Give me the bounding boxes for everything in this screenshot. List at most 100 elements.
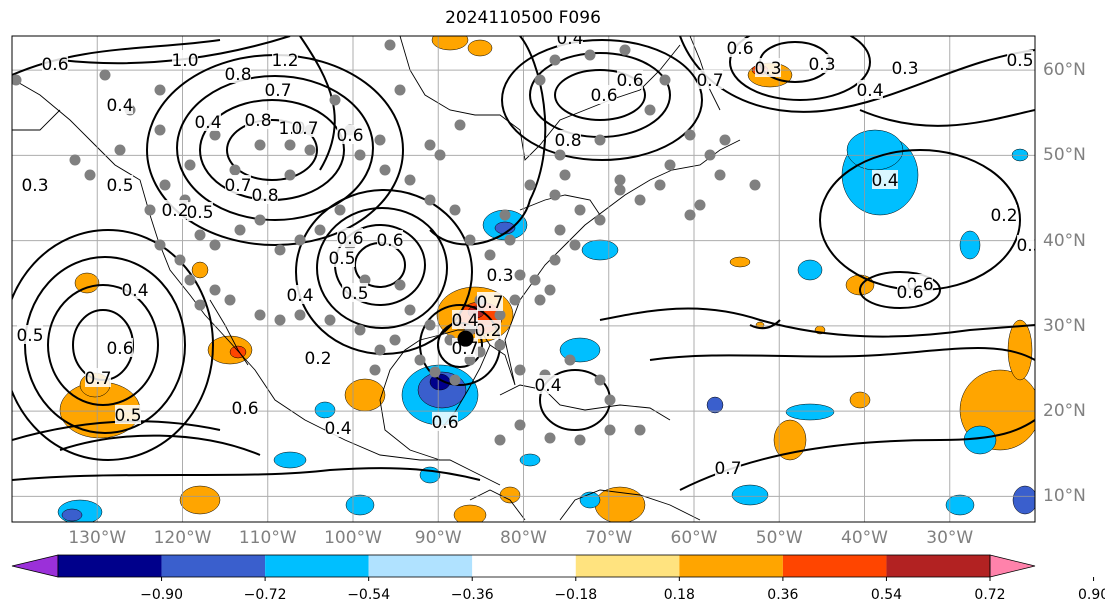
anomaly-patch: [179, 485, 221, 515]
contour-label: 0.3: [891, 58, 919, 79]
station-marker: [394, 84, 406, 96]
station-marker: [554, 149, 566, 161]
contour-line: [679, 419, 1035, 491]
station-marker: [604, 394, 616, 406]
station-marker: [84, 169, 96, 181]
longitude-label: 80°W: [500, 528, 547, 548]
station-marker: [384, 39, 396, 51]
station-marker: [284, 169, 296, 181]
contour-line: [859, 271, 941, 309]
contour-label: 0.7: [714, 458, 742, 479]
contour-label: 0.7: [84, 368, 112, 389]
svg-text:0.4: 0.4: [194, 113, 221, 133]
svg-text:0.6: 0.6: [896, 283, 923, 303]
station-marker: [12, 74, 22, 86]
contour-line: [295, 189, 473, 355]
svg-text:0.4: 0.4: [856, 81, 883, 101]
contour-label: 0.5: [328, 248, 356, 269]
contour-line: [599, 307, 1035, 338]
svg-text:0.7: 0.7: [224, 176, 251, 196]
contour-label: 0.7: [291, 118, 319, 139]
colorbar-tick-label: −0.90: [140, 587, 183, 603]
station-marker: [434, 149, 446, 161]
station-marker: [614, 174, 626, 186]
station-marker: [424, 139, 436, 151]
colorbar-bin: [472, 555, 576, 577]
station-marker: [549, 54, 561, 66]
contour-line: [859, 109, 1035, 127]
contour-line: [429, 36, 547, 246]
anomaly-patch: [453, 504, 487, 522]
svg-text:0.7: 0.7: [476, 293, 503, 313]
station-marker: [414, 354, 426, 366]
station-marker: [564, 354, 576, 366]
contour-label: 0.7: [264, 80, 292, 101]
contour-label: 1.2: [271, 50, 299, 71]
contour-label: 0.6: [336, 228, 364, 249]
svg-text:0.3: 0.3: [808, 55, 835, 75]
contour-label: 0.6: [41, 54, 69, 75]
station-marker: [514, 419, 526, 431]
contour-label: 0.4: [556, 36, 584, 49]
anomaly-patch: [797, 259, 823, 281]
station-marker: [294, 234, 306, 246]
contour-line: [729, 36, 871, 101]
contour-line: [12, 467, 481, 481]
longitude-label: 30°W: [926, 528, 974, 548]
latitude-label: 10°N: [1043, 486, 1086, 507]
anomaly-patch: [846, 129, 904, 171]
svg-text:0.8: 0.8: [554, 131, 581, 151]
contour-line: [501, 39, 703, 161]
anomaly-patch: [785, 403, 835, 421]
colorbar-tick-label: 0.90: [1077, 587, 1105, 603]
svg-text:0.7: 0.7: [264, 81, 291, 101]
station-marker: [254, 309, 266, 321]
contour-label: 0.3: [21, 175, 49, 196]
station-marker: [254, 214, 266, 226]
contour-line: [554, 69, 646, 121]
colorbar-bin: [58, 555, 162, 577]
svg-text:0.3: 0.3: [754, 59, 781, 79]
anomaly-patch: [731, 484, 769, 506]
station-marker: [374, 344, 386, 356]
coastline: [12, 109, 61, 131]
station-marker: [549, 189, 561, 201]
station-marker: [154, 124, 166, 136]
colorbar-bin: [679, 555, 783, 577]
map-frame: [11, 35, 1036, 523]
contour-line: [12, 229, 214, 461]
anomaly-patch: [191, 261, 209, 279]
contour-label: 0.7: [476, 292, 504, 313]
svg-text:0.7: 0.7: [291, 119, 318, 139]
anomaly-patch: [849, 391, 871, 409]
station-marker: [544, 432, 556, 444]
station-marker: [184, 274, 196, 286]
station-marker: [454, 119, 466, 131]
station-marker: [374, 134, 386, 146]
colorbar-tick-label: −0.54: [347, 587, 391, 603]
station-marker: [354, 149, 366, 161]
station-marker: [749, 179, 761, 191]
station-marker: [499, 209, 511, 221]
station-marker: [484, 249, 496, 261]
colorbar-tick-label: −0.36: [450, 587, 494, 603]
anomaly-patch: [273, 451, 307, 469]
contour-label: 0.6: [106, 338, 134, 359]
svg-text:0.5: 0.5: [114, 406, 141, 426]
svg-text:0.6: 0.6: [336, 126, 363, 146]
station-marker: [554, 224, 566, 236]
station-marker: [334, 204, 346, 216]
svg-text:0.6: 0.6: [41, 55, 68, 75]
station-marker: [154, 84, 166, 96]
coastline: [399, 36, 681, 161]
contour-label: 0.7: [224, 175, 252, 196]
anomaly-patch: [729, 256, 751, 268]
anomaly-patch: [344, 378, 386, 412]
colorbar-tick-label: −0.72: [243, 587, 287, 603]
contour-line: [649, 347, 1035, 361]
station-marker: [329, 94, 341, 106]
coastline: [209, 299, 249, 366]
station-marker: [274, 244, 286, 256]
latitude-label: 60°N: [1043, 60, 1086, 81]
gridline-layer: [12, 36, 1035, 522]
